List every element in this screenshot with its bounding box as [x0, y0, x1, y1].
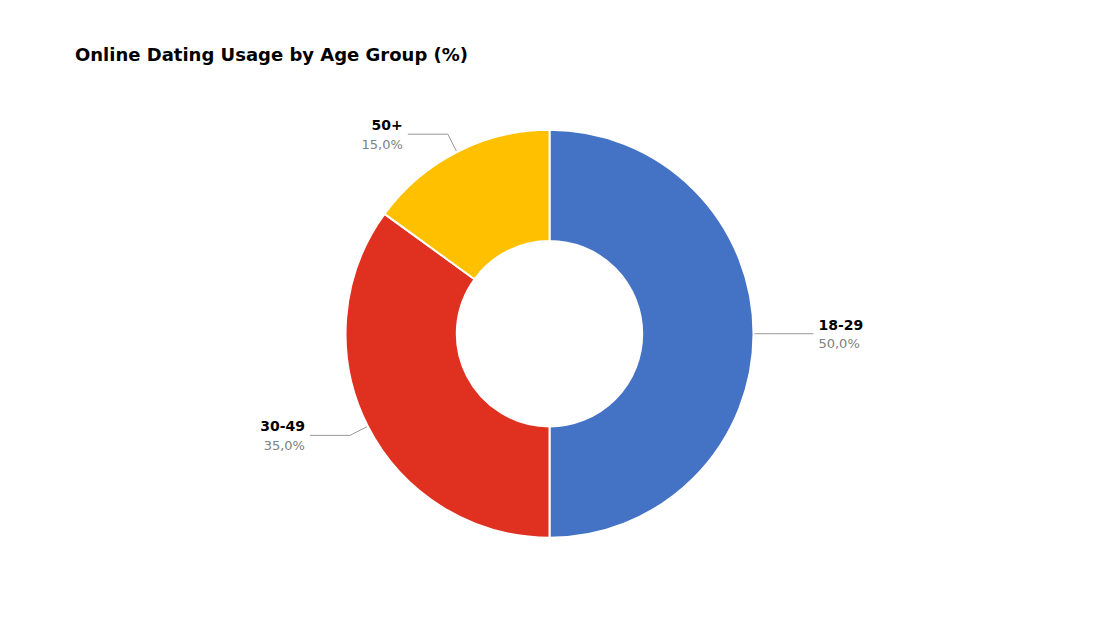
svg-text:35,0%: 35,0% [264, 438, 305, 453]
svg-text:50,0%: 50,0% [818, 336, 859, 351]
svg-text:Online Dating Usage by Age Gro: Online Dating Usage by Age Group (%) [75, 44, 468, 65]
svg-text:18-29: 18-29 [818, 317, 863, 333]
svg-text:30-49: 30-49 [260, 418, 305, 434]
svg-text:50+: 50+ [372, 117, 403, 133]
svg-text:15,0%: 15,0% [362, 137, 403, 152]
